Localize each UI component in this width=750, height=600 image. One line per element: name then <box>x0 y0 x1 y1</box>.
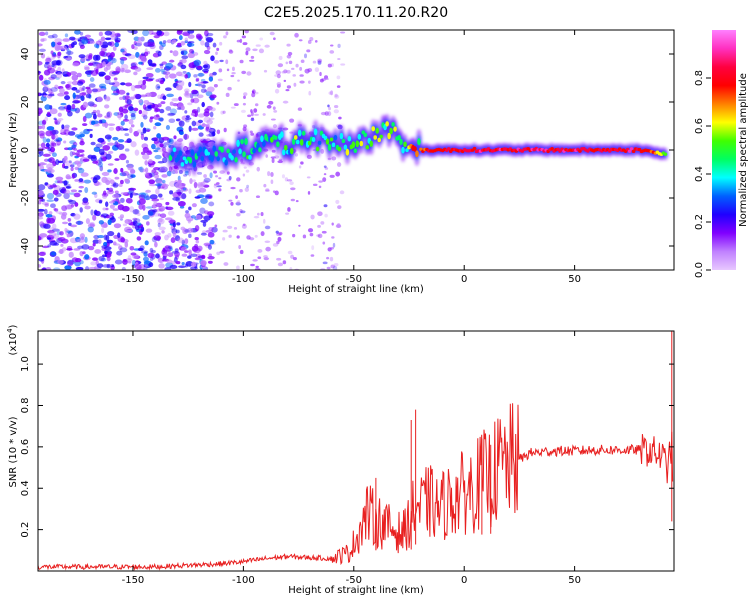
snr-panel: -150 -100 -50 0 50 0.2 0.4 0.6 0.8 1.0 Height of… <box>6 324 675 596</box>
spectrogram-x-tick-label: -50 <box>346 274 362 285</box>
spectrogram-marks <box>38 30 669 270</box>
colorbar-gradient <box>712 30 736 270</box>
colorbar-ticks: 0.0 0.2 0.4 0.6 0.8 <box>694 70 711 278</box>
chart-title: C2E5.2025.170.11.20.R20 <box>264 5 448 21</box>
snr-x-tick-label: -50 <box>346 575 362 586</box>
spectrogram-y-tick-label: 0 <box>20 147 31 153</box>
spectrogram-y-axis-label: Frequency (Hz) <box>8 112 19 188</box>
snr-x-tick-label: 50 <box>568 575 581 586</box>
snr-y-tick-label: 0.6 <box>20 439 31 455</box>
snr-y-tick-label: 0.2 <box>20 522 31 538</box>
snr-x-tick-label: -100 <box>232 575 255 586</box>
spectrogram-x-ticks: -150 -100 -50 0 50 <box>122 30 581 285</box>
spectrogram-panel: -150 -100 -50 0 50 -40 -20 0 20 40 Height of str… <box>8 29 675 295</box>
spectrogram-noise-speckle <box>38 30 346 270</box>
colorbar-tick-label: 0.4 <box>694 166 705 182</box>
snr-series-line <box>38 403 674 571</box>
spectrogram-y-tick-label: 40 <box>20 48 31 61</box>
snr-x-tick-label: -150 <box>122 575 145 586</box>
spectrogram-ridge <box>168 121 668 168</box>
snr-y-tick-label: 1.0 <box>20 356 31 372</box>
snr-frame <box>37 330 675 572</box>
spectrogram-y-tick-label: 20 <box>20 96 31 109</box>
spectrogram-x-tick-label: 50 <box>568 274 581 285</box>
snr-y-ticks: 0.2 0.4 0.6 0.8 1.0 <box>20 356 674 538</box>
colorbar-tick-label: 0.6 <box>694 118 705 134</box>
colorbar-tick-label: 0.0 <box>694 262 705 278</box>
spectrogram-x-axis-label: Height of straight line (km) <box>288 284 424 295</box>
spectrogram-y-tick-label: -20 <box>20 190 31 206</box>
spectrogram-y-tick-label: -40 <box>20 238 31 254</box>
snr-spikes <box>375 331 673 551</box>
colorbar-tick-label: 0.8 <box>694 70 705 86</box>
spectrogram-y-ticks: -40 -20 0 20 40 <box>20 48 674 254</box>
snr-y-scale-label: (x104) <box>6 324 19 355</box>
spectrogram-x-tick-label: -150 <box>122 274 145 285</box>
colorbar: 0.0 0.2 0.4 0.6 0.8 Normalized spectral ampl… <box>694 30 749 278</box>
spectrogram-x-tick-label: -100 <box>232 274 255 285</box>
colorbar-tick-label: 0.2 <box>694 214 705 230</box>
snr-y-tick-label: 0.8 <box>20 398 31 414</box>
snr-y-tick-label: 0.4 <box>20 480 31 496</box>
snr-x-ticks: -150 -100 -50 0 50 <box>122 331 581 586</box>
snr-x-axis-label: Height of straight line (km) <box>288 585 424 596</box>
colorbar-label: Normalized spectral amplitude <box>738 73 749 227</box>
snr-y-axis-label: SNR (10 * v/v) <box>8 416 19 487</box>
spectrogram-x-tick-label: 0 <box>461 274 467 285</box>
snr-x-tick-label: 0 <box>461 575 467 586</box>
